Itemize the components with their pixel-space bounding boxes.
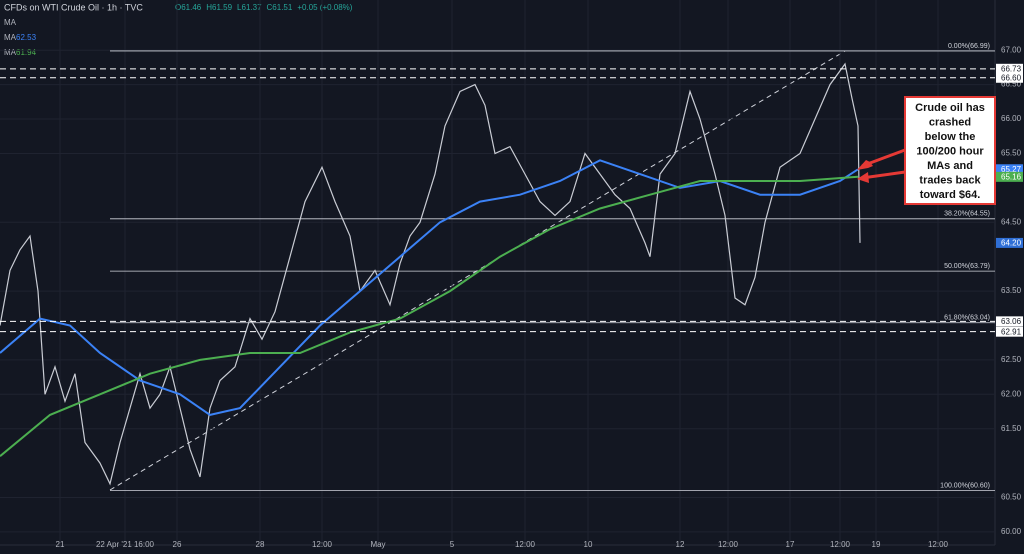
x-tick-label: 21 (56, 540, 65, 549)
x-tick-label: 19 (872, 540, 881, 549)
chart-title: CFDs on WTI Crude Oil · 1h · TVC (4, 2, 143, 12)
ohlc-value: L61.37 (237, 3, 262, 12)
y-tick-label: 65.50 (1001, 149, 1022, 158)
annotation-text: trades back (919, 174, 981, 186)
ohlc-value: H61.59 (206, 3, 232, 12)
x-tick-label: 12 (676, 540, 685, 549)
price-tag (996, 72, 1023, 83)
x-tick-label: 12:00 (312, 540, 333, 549)
x-tick-label: 12:00 (718, 540, 739, 549)
arrow-head (857, 172, 869, 183)
price-tag (996, 171, 1023, 182)
indicator-value: 61.94 (16, 48, 37, 57)
x-tick-label: 26 (173, 540, 182, 549)
y-tick-label: 62.50 (1001, 355, 1022, 364)
ohlc-value: +0.05 (+0.08%) (297, 3, 352, 12)
x-tick-label: 10 (584, 540, 593, 549)
y-tick-label: 66.50 (1001, 80, 1022, 89)
price-tag (996, 164, 1023, 175)
price-tag-label: 66.60 (1001, 73, 1022, 82)
price-tag-label: 65.16 (1001, 172, 1022, 181)
ohlc-value: C61.51 (267, 3, 293, 12)
fib-label: 38.20%(64.55) (944, 211, 990, 218)
fib-label: 0.00%(66.99) (948, 43, 990, 50)
x-tick-label: May (370, 540, 385, 549)
y-tick-label: 62.00 (1001, 389, 1022, 398)
price-tag (996, 326, 1023, 337)
annotation-text: 100/200 hour (916, 145, 984, 157)
indicator-name: MA (4, 48, 17, 57)
indicator-name: MA (4, 33, 17, 42)
x-tick-label: 17 (786, 540, 795, 549)
x-tick-label: 12:00 (515, 540, 536, 549)
price-tag (996, 316, 1023, 327)
y-tick-label: 67.00 (1001, 45, 1022, 54)
x-tick-label: 5 (450, 540, 455, 549)
annotation-text: MAs and (927, 160, 973, 172)
y-tick-label: 64.50 (1001, 217, 1022, 226)
x-tick-label: 22 Apr '21 16:00 (96, 540, 155, 549)
series-line (0, 62, 861, 486)
fib-label: 61.80%(63.04) (944, 315, 990, 322)
arrow (861, 170, 906, 180)
annotation-box (904, 96, 996, 205)
y-tick-label: 61.50 (1001, 424, 1022, 433)
trend-line (109, 50, 846, 491)
annotation-text: below the (925, 131, 976, 143)
indicator-name: MA (4, 18, 17, 27)
price-tag-label: 62.91 (1001, 327, 1022, 336)
price-tag (996, 237, 1023, 248)
y-tick-label: 66.00 (1001, 114, 1022, 123)
annotation-text: crashed (929, 116, 971, 128)
price-tag (996, 63, 1023, 74)
series-line (0, 175, 859, 457)
x-tick-label: 12:00 (830, 540, 851, 549)
y-tick-label: 63.50 (1001, 286, 1022, 295)
fib-label: 50.00%(63.79) (944, 263, 990, 270)
x-tick-label: 28 (256, 540, 265, 549)
y-tick-label: 60.50 (1001, 493, 1022, 502)
fib-label: 100.00%(60.60) (940, 482, 990, 489)
ohlc-value: O61.46 (175, 3, 202, 12)
series-line (0, 159, 859, 416)
price-tag-label: 65.27 (1001, 165, 1022, 174)
price-tag-label: 66.73 (1001, 64, 1022, 73)
annotation-text: Crude oil has (915, 102, 985, 114)
arrow (861, 148, 906, 168)
y-tick-label: 60.00 (1001, 527, 1022, 536)
indicator-value: 62.53 (16, 33, 37, 42)
price-tag-label: 64.20 (1001, 239, 1022, 248)
price-tag-label: 63.06 (1001, 317, 1022, 326)
annotation-text: toward $64. (920, 189, 981, 201)
x-tick-label: 12:00 (928, 540, 949, 549)
